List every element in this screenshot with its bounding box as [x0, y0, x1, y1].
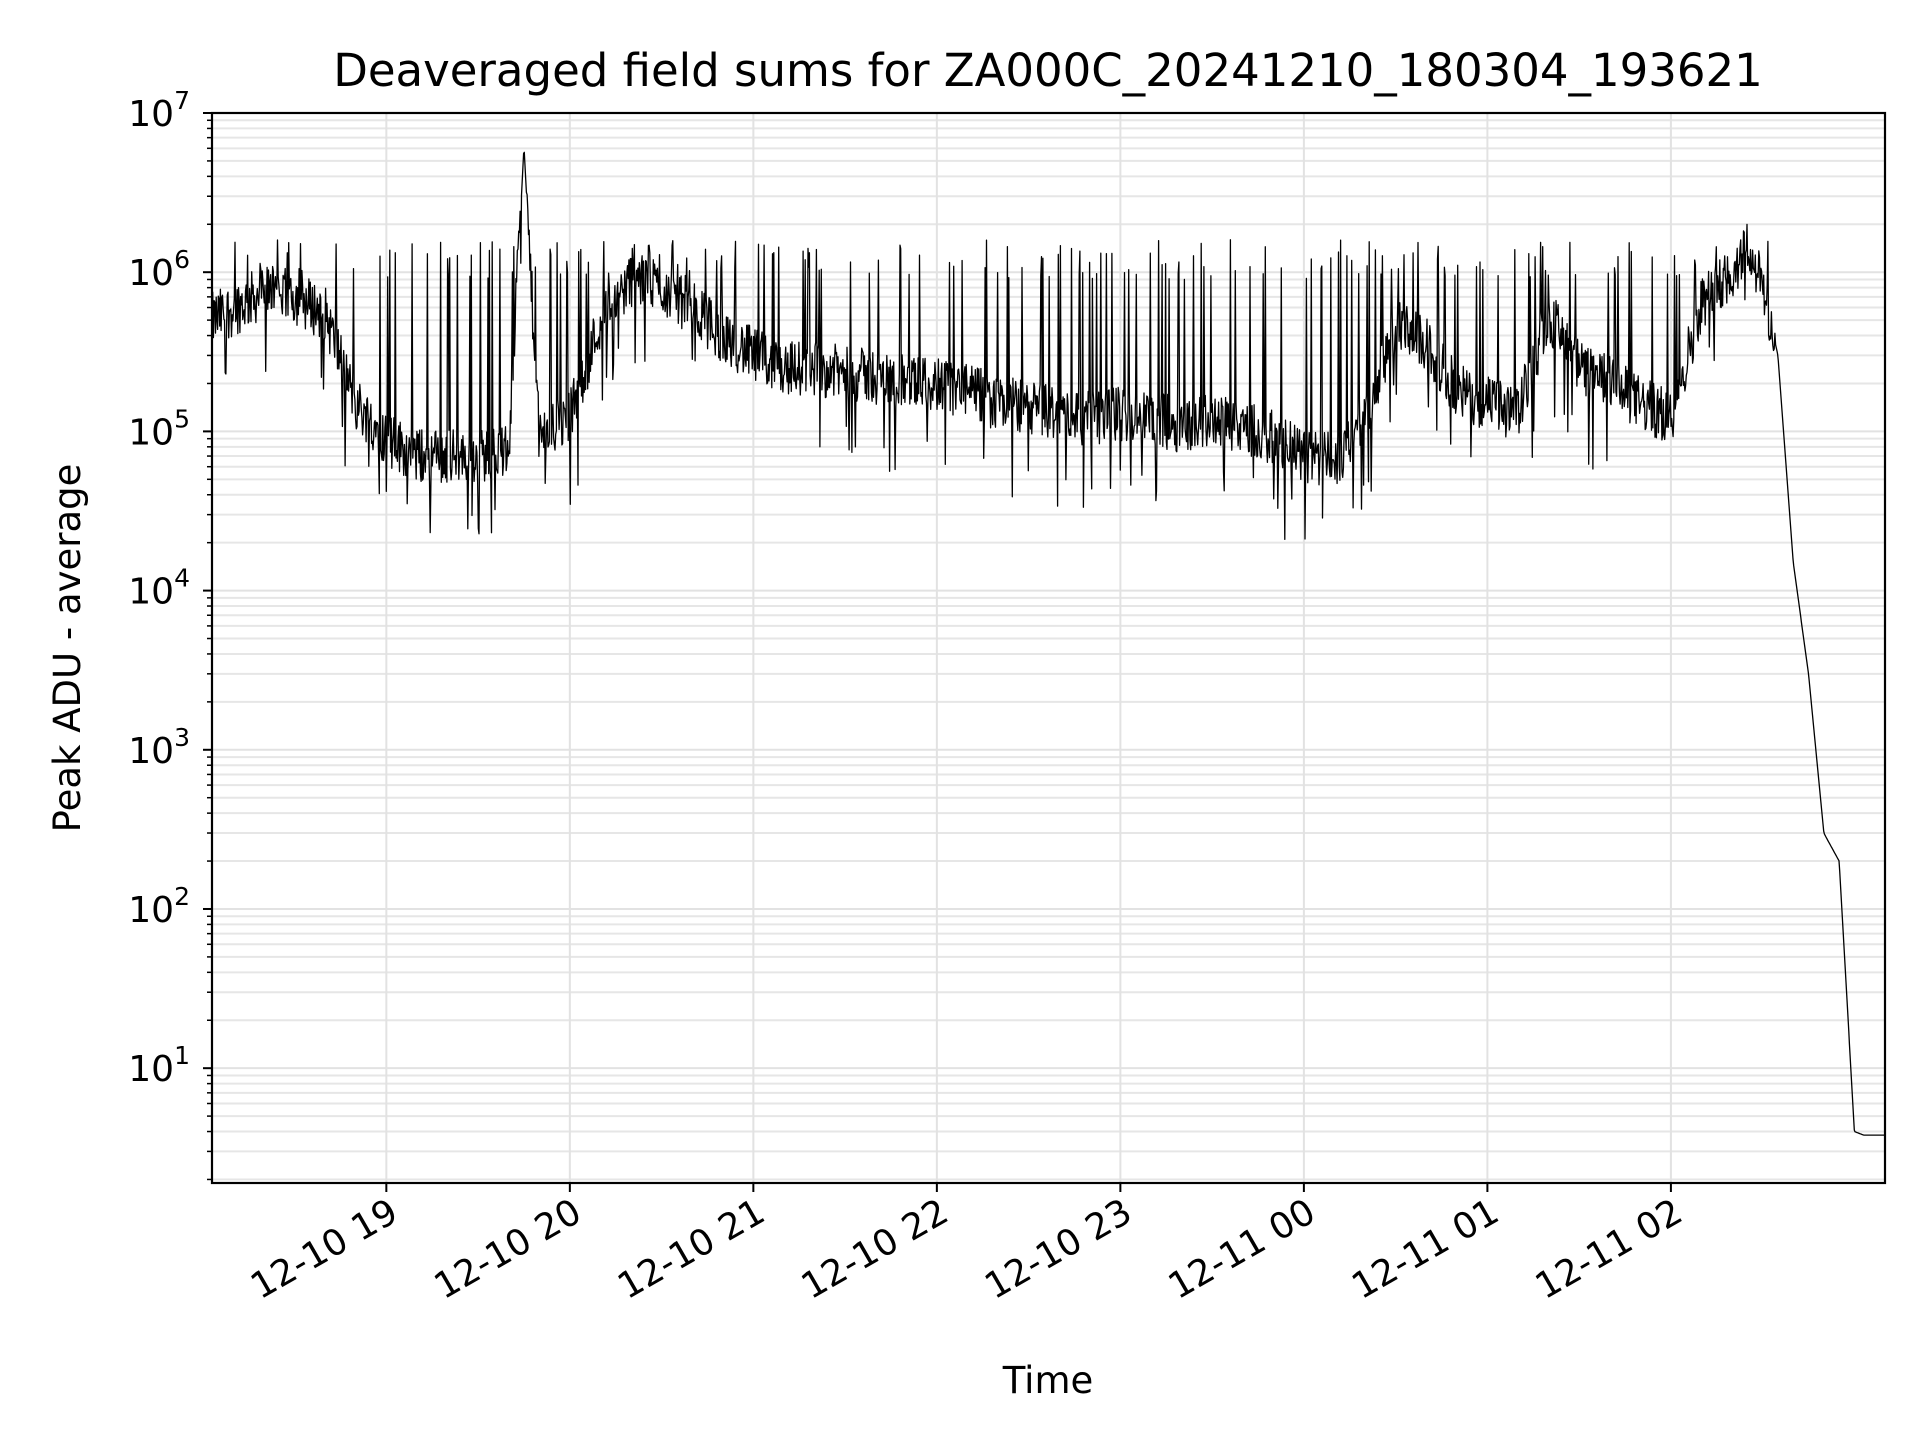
y-tick-label: 107	[128, 86, 190, 135]
axis-ticks	[203, 112, 1672, 1192]
y-tick-label: 104	[128, 564, 190, 613]
y-tick-label: 106	[128, 245, 190, 294]
minor-gridlines	[212, 119, 1885, 1181]
y-tick-label: 101	[128, 1041, 190, 1090]
series-line	[211, 151, 1885, 1136]
chart-title: Deaveraged field sums for ZA000C_2024121…	[333, 44, 1763, 97]
y-tick-labels: 101 102 103 104 105 106 107	[128, 86, 190, 1090]
x-axis-label: Time	[1002, 1359, 1094, 1402]
major-gridlines	[212, 112, 1885, 1183]
y-tick-label: 102	[128, 882, 190, 931]
y-tick-label: 103	[128, 723, 190, 772]
plot-frame	[210, 111, 1887, 1185]
series-layer	[211, 151, 1885, 1136]
y-tick-label: 105	[128, 404, 190, 453]
y-axis-label: Peak ADU - average	[46, 464, 89, 833]
